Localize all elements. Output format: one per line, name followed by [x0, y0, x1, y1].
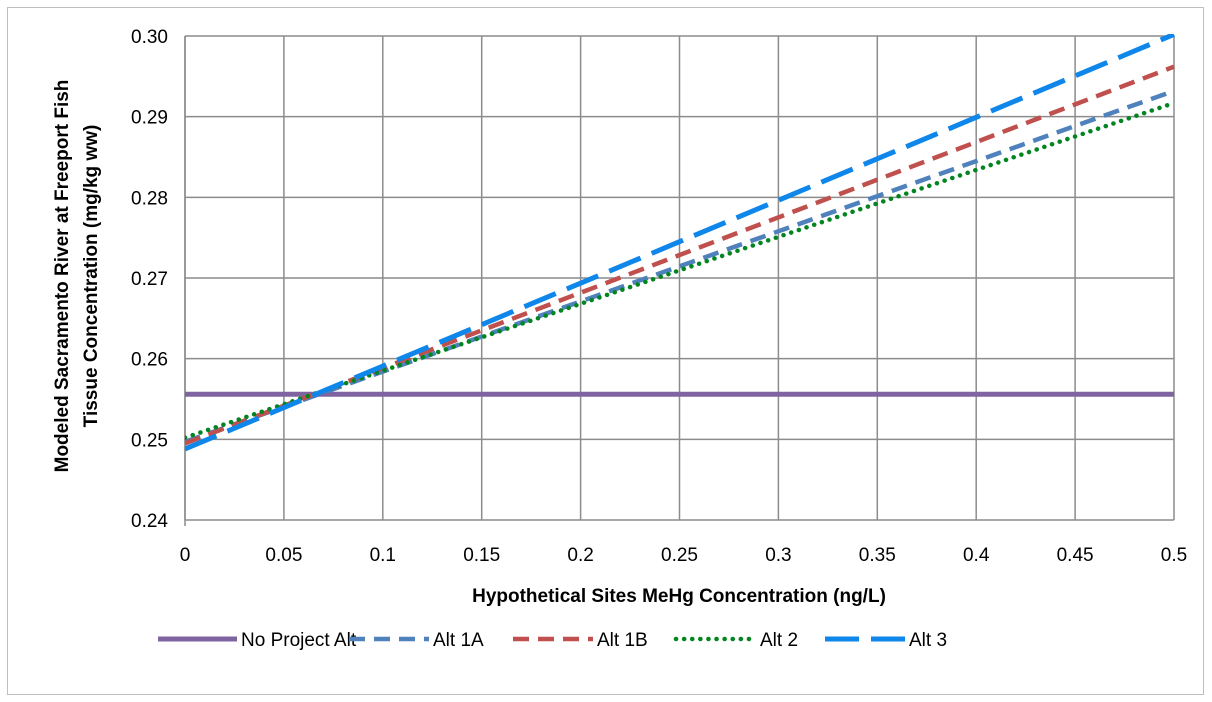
series-line-alt-3 — [185, 34, 1175, 452]
legend-label-2: Alt 1B — [597, 630, 648, 651]
chart-frame — [7, 7, 1204, 695]
x-tick-label-10: 0.5 — [1161, 545, 1187, 566]
legend-label-4: Alt 3 — [909, 630, 947, 651]
x-tick-label-1: 0.05 — [265, 545, 302, 566]
x-tick-label-6: 0.3 — [765, 545, 791, 566]
x-tick-label-0: 0 — [180, 545, 191, 566]
legend: No Project Alt Alt 1A Alt 1B Alt 2 Alt 3 — [158, 630, 947, 651]
x-tick-label-5: 0.25 — [661, 545, 698, 566]
x-axis-title: Hypothetical Sites MeHg Concentration (n… — [472, 586, 886, 607]
legend-label-1: Alt 1A — [433, 630, 484, 651]
grid-lines — [184, 35, 1175, 526]
y-tick-label-2: 0.26 — [131, 350, 168, 371]
x-tick-label-4: 0.2 — [567, 545, 593, 566]
y-tick-label-5: 0.29 — [131, 108, 168, 129]
series-line-alt-1b — [185, 64, 1175, 446]
y-tick-labels: 0.24 0.25 0.26 0.27 0.28 0.29 0.30 — [131, 27, 168, 532]
y-axis-title-line2: Tissue Concentration (mg/kg ww) — [81, 125, 102, 428]
x-tick-labels: 0 0.05 0.1 0.15 0.2 0.25 0.3 0.35 0.4 0.45 0.5 — [180, 545, 1188, 566]
legend-label-3: Alt 2 — [760, 630, 798, 651]
y-tick-label-1: 0.25 — [131, 430, 168, 451]
y-axis-title-line1: Modeled Sacramento River at Freeport Fis… — [52, 80, 73, 473]
y-tick-label-0: 0.24 — [131, 511, 168, 532]
y-tick-label-6: 0.30 — [131, 27, 168, 48]
y-tick-label-4: 0.28 — [131, 188, 168, 209]
y-axis-title-group: Modeled Sacramento River at Freeport Fis… — [52, 80, 102, 473]
x-tick-label-3: 0.15 — [463, 545, 500, 566]
y-tick-label-3: 0.27 — [131, 269, 168, 290]
legend-label-0: No Project Alt — [241, 630, 357, 651]
x-tick-label-8: 0.4 — [963, 545, 990, 566]
x-tick-label-2: 0.1 — [370, 545, 396, 566]
series-layer — [185, 34, 1177, 452]
x-tick-label-7: 0.35 — [859, 545, 896, 566]
x-tick-label-9: 0.45 — [1057, 545, 1094, 566]
